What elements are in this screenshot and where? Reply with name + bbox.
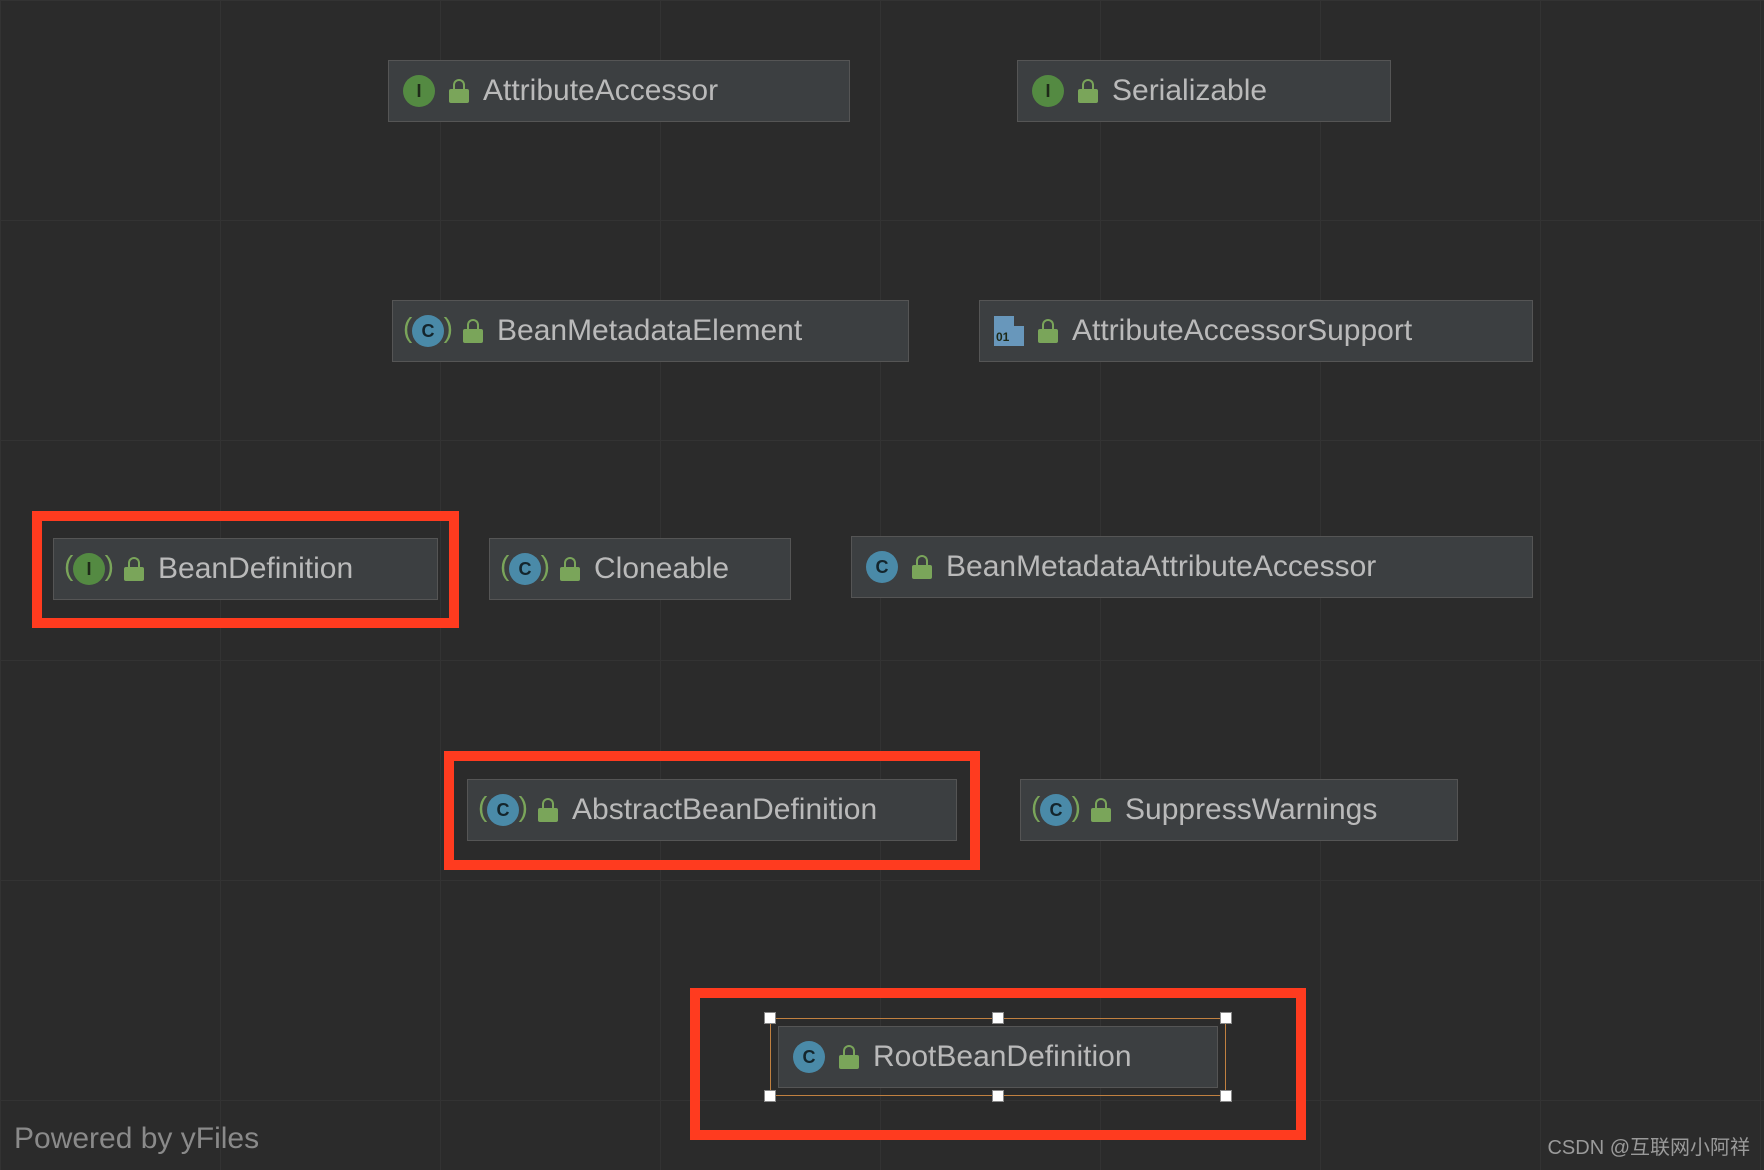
file-icon [994, 316, 1024, 346]
class-icon: C [793, 1041, 825, 1073]
class-icon: C [866, 551, 898, 583]
lock-icon [449, 79, 469, 103]
lock-icon [560, 557, 580, 581]
node-attributeAccessorSupport[interactable]: AttributeAccessorSupport [979, 300, 1533, 362]
node-label: BeanDefinition [158, 552, 353, 586]
node-label: AttributeAccessor [483, 74, 718, 108]
lock-icon [1038, 319, 1058, 343]
node-rootBeanDefinition[interactable]: C RootBeanDefinition [778, 1026, 1218, 1088]
resize-handle-3[interactable] [764, 1090, 776, 1102]
class-icon: C [1040, 794, 1072, 826]
node-label: RootBeanDefinition [873, 1040, 1132, 1074]
attribution-text: Powered by yFiles [14, 1122, 259, 1156]
class-icon: C [412, 315, 444, 347]
class-icon: C [487, 794, 519, 826]
node-label: SuppressWarnings [1125, 793, 1377, 827]
lock-icon [463, 319, 483, 343]
interface-icon: I [1032, 75, 1064, 107]
node-suppressWarnings[interactable]: C SuppressWarnings [1020, 779, 1458, 841]
interface-icon: I [403, 75, 435, 107]
node-label: BeanMetadataAttributeAccessor [946, 550, 1376, 584]
resize-handle-0[interactable] [764, 1012, 776, 1024]
node-cloneable[interactable]: C Cloneable [489, 538, 791, 600]
node-label: Serializable [1112, 74, 1267, 108]
node-beanMetadataElement[interactable]: C BeanMetadataElement [392, 300, 909, 362]
lock-icon [912, 555, 932, 579]
node-label: Cloneable [594, 552, 729, 586]
resize-handle-5[interactable] [1220, 1090, 1232, 1102]
watermark-text: CSDN @互联网小阿祥 [1547, 1131, 1750, 1160]
lock-icon [538, 798, 558, 822]
lock-icon [839, 1045, 859, 1069]
resize-handle-1[interactable] [992, 1012, 1004, 1024]
interface-icon: I [73, 553, 105, 585]
node-beanMetadataAttrAccessor[interactable]: C BeanMetadataAttributeAccessor [851, 536, 1533, 598]
node-attributeAccessor[interactable]: I AttributeAccessor [388, 60, 850, 122]
node-beanDefinition[interactable]: I BeanDefinition [53, 538, 438, 600]
lock-icon [124, 557, 144, 581]
lock-icon [1091, 798, 1111, 822]
resize-handle-2[interactable] [1220, 1012, 1232, 1024]
lock-icon [1078, 79, 1098, 103]
class-icon: C [509, 553, 541, 585]
node-abstractBeanDefinition[interactable]: C AbstractBeanDefinition [467, 779, 957, 841]
node-label: BeanMetadataElement [497, 314, 802, 348]
node-label: AbstractBeanDefinition [572, 793, 877, 827]
node-serializable[interactable]: I Serializable [1017, 60, 1391, 122]
resize-handle-4[interactable] [992, 1090, 1004, 1102]
node-label: AttributeAccessorSupport [1072, 314, 1412, 348]
